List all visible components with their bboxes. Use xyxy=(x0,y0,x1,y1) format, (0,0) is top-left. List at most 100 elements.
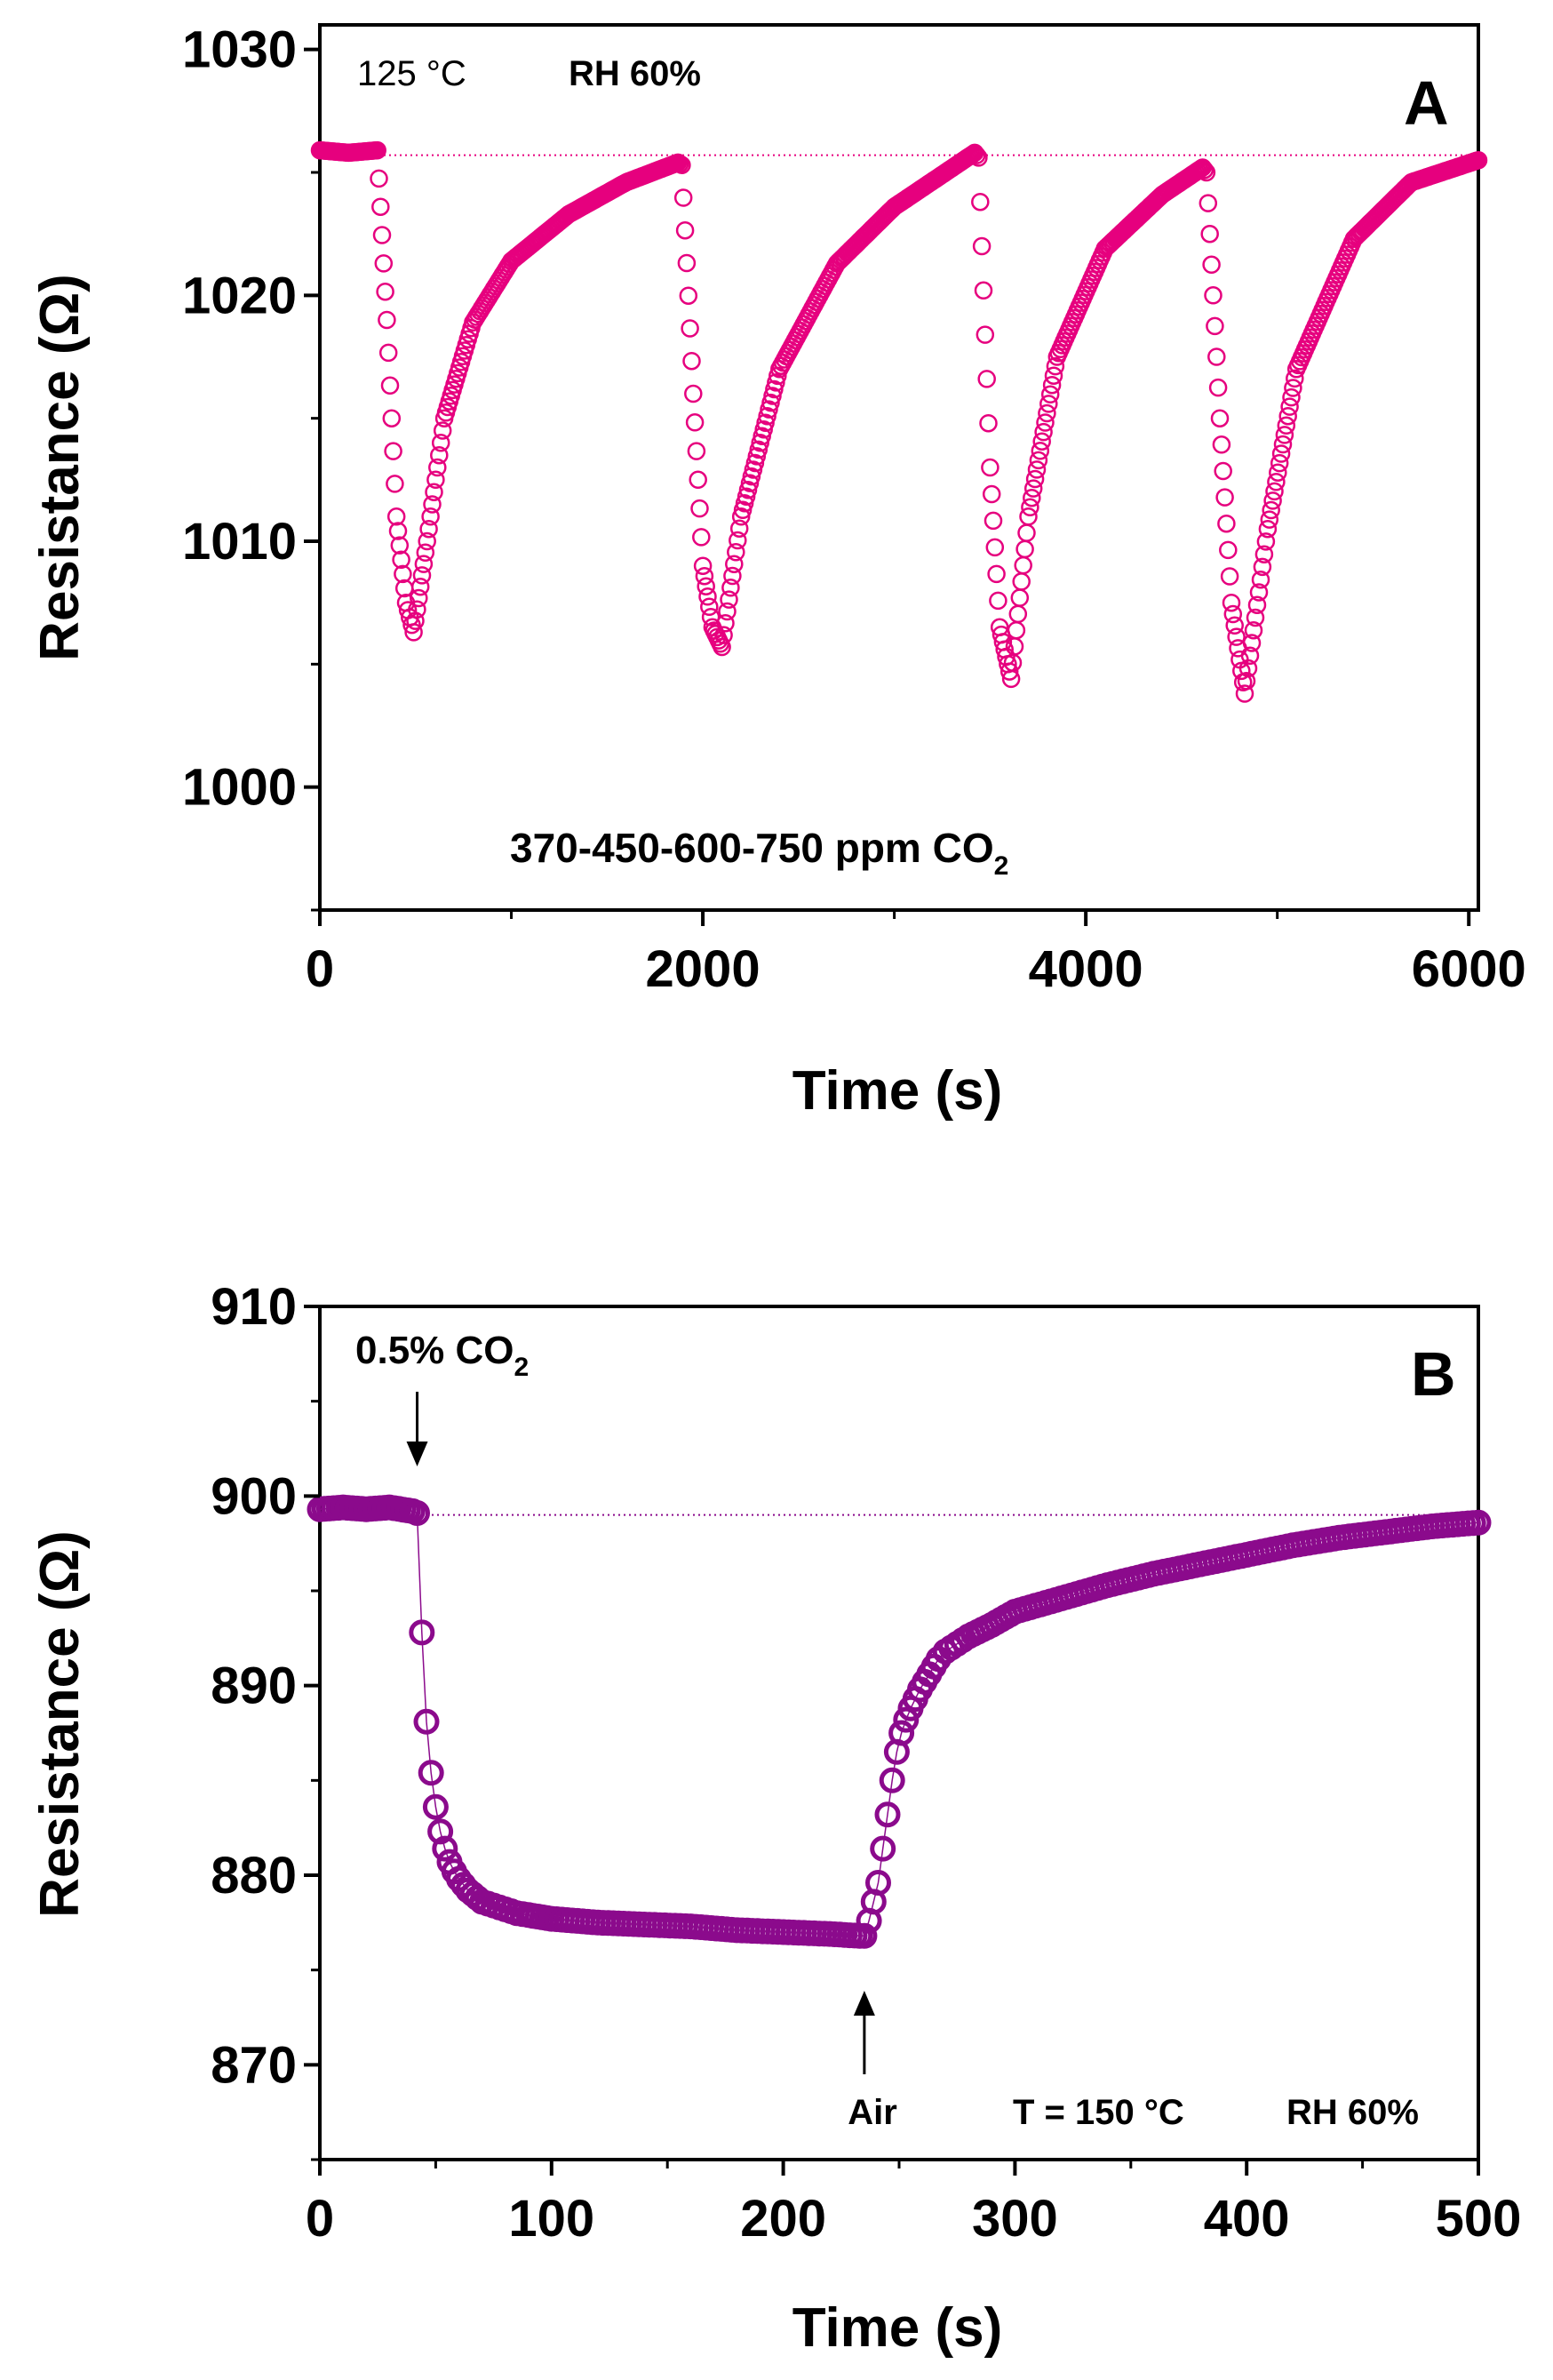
data-point xyxy=(1256,532,1276,551)
data-point xyxy=(1219,540,1238,560)
data-point xyxy=(1235,684,1254,703)
data-point xyxy=(754,419,773,439)
data-point xyxy=(874,1801,901,1828)
data-point xyxy=(371,197,390,216)
data-point xyxy=(758,406,776,426)
data-point xyxy=(763,387,782,405)
data-point xyxy=(1202,255,1221,275)
data-point xyxy=(714,626,733,644)
data-point xyxy=(386,507,406,526)
data-point xyxy=(729,531,747,550)
panel-a-y-ticks: 1000 1010 1020 1030 xyxy=(182,21,320,912)
panel-a-y-axis-title: Resistance (Ω) xyxy=(29,274,91,661)
panel-a-concentration-subscript: 2 xyxy=(994,851,1009,881)
panel-b-air-arrow xyxy=(853,1991,875,2074)
data-point xyxy=(984,511,1003,531)
data-point xyxy=(684,384,703,403)
data-point xyxy=(1275,426,1294,444)
data-point xyxy=(718,602,737,621)
data-point xyxy=(865,1870,891,1896)
y-tick-label: 870 xyxy=(211,2036,297,2094)
data-point xyxy=(374,254,394,273)
x-tick-label: 0 xyxy=(306,2190,334,2248)
data-point xyxy=(673,156,691,174)
panel-b-humidity: RH 60% xyxy=(1286,2093,1419,2132)
data-point xyxy=(372,226,392,244)
data-point xyxy=(727,543,745,562)
data-point xyxy=(404,1500,430,1526)
data-point xyxy=(388,522,408,540)
data-point xyxy=(756,413,775,432)
data-point xyxy=(742,467,761,486)
x-tick-label: 6000 xyxy=(1412,940,1526,998)
data-point xyxy=(767,373,785,392)
data-point xyxy=(985,538,1005,557)
panel-b-y-axis-title: Resistance (Ω) xyxy=(29,1530,91,1918)
data-point xyxy=(1244,620,1263,640)
data-point xyxy=(425,483,443,501)
data-point xyxy=(418,1760,444,1786)
data-point xyxy=(971,192,990,212)
data-point xyxy=(690,499,709,518)
data-point xyxy=(419,519,438,539)
data-point xyxy=(408,600,426,619)
data-point xyxy=(432,1835,458,1862)
data-point xyxy=(695,566,714,586)
data-point xyxy=(692,528,711,547)
y-tick-label: 1030 xyxy=(182,21,297,79)
data-point xyxy=(974,281,993,300)
panel-b-gas-on-label: 0.5% CO2 xyxy=(355,1329,529,1382)
panel-a-concentration-text: 370-450-600-750 ppm CO xyxy=(510,825,994,871)
y-tick-label: 880 xyxy=(211,1847,297,1905)
data-point xyxy=(1246,608,1265,627)
data-point xyxy=(1220,567,1239,586)
data-point xyxy=(416,543,435,563)
data-point xyxy=(1032,432,1051,451)
data-point xyxy=(733,500,753,520)
data-point xyxy=(968,146,986,164)
data-point xyxy=(1223,604,1243,624)
data-point xyxy=(851,1922,878,1949)
data-point xyxy=(370,169,388,188)
data-point xyxy=(1019,507,1038,526)
data-point xyxy=(1040,385,1060,404)
panel-b-x-axis-title: Time (s) xyxy=(792,2297,1003,2359)
data-point xyxy=(433,421,452,440)
data-point xyxy=(738,480,758,499)
data-point xyxy=(1238,659,1258,678)
data-point xyxy=(989,591,1007,611)
data-point xyxy=(382,409,402,427)
data-point xyxy=(1271,444,1291,463)
x-tick-label: 4000 xyxy=(1029,940,1143,998)
data-point xyxy=(428,458,447,477)
data-point xyxy=(1204,286,1222,305)
x-tick-label: 100 xyxy=(508,2190,594,2248)
panel-b-x-ticks: 0 100 200 300 400 500 xyxy=(306,2160,1521,2248)
data-point xyxy=(725,555,744,573)
data-point xyxy=(1025,469,1045,489)
data-point xyxy=(720,590,738,609)
arrow-head xyxy=(406,1442,428,1466)
data-point xyxy=(685,413,705,432)
data-point xyxy=(1277,416,1296,435)
data-point xyxy=(1242,634,1262,652)
data-point xyxy=(870,1835,896,1862)
data-point xyxy=(1023,479,1043,498)
data-point xyxy=(1273,435,1293,454)
data-point xyxy=(1237,672,1256,691)
data-point xyxy=(1014,555,1032,575)
data-point xyxy=(698,587,717,606)
data-point xyxy=(422,1793,449,1820)
data-point xyxy=(1214,461,1232,481)
panel-a-x-axis-title: Time (s) xyxy=(792,1060,1003,1122)
data-point xyxy=(1027,460,1047,479)
data-point xyxy=(423,495,442,514)
data-point xyxy=(977,370,996,388)
data-point xyxy=(731,507,751,526)
data-point xyxy=(1039,395,1058,413)
data-point xyxy=(729,519,749,538)
x-tick-label: 0 xyxy=(306,940,334,998)
data-point xyxy=(368,140,386,160)
panel-a-concentration-label: 370-450-600-750 ppm CO2 xyxy=(510,825,1008,881)
data-point xyxy=(879,1767,905,1793)
